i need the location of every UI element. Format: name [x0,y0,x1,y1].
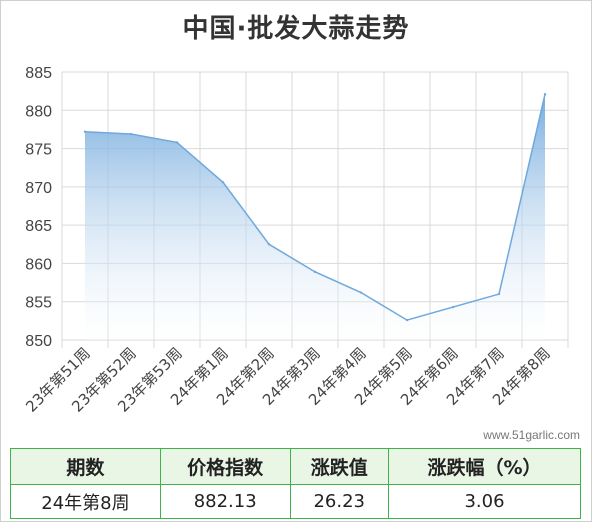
data-point [543,93,547,96]
data-point [129,132,133,136]
data-point [359,291,363,294]
data-point [267,243,271,246]
header-period: 期数 [10,448,161,485]
data-point [497,292,501,296]
data-point [83,130,87,133]
y-tick-label: 855 [25,295,52,312]
y-tick-label: 875 [25,142,52,159]
summary-table: 期数 价格指数 涨跌值 涨跌幅（%） 24年第8周 882.13 26.23 3… [10,448,582,519]
y-tick-label: 885 [25,65,52,82]
x-axis: 23年第51周23年第52周23年第53周24年第1周24年第2周24年第3周2… [22,344,554,416]
data-point [313,270,317,274]
cell-change-value: 26.23 [289,484,389,519]
chart-title: 中国·批发大蒜走势 [182,14,410,44]
source-watermark: www.51garlic.com [483,428,580,442]
area-series [83,93,547,340]
y-axis: 850 855 860 865 870 875 880 885 [25,65,52,350]
price-trend-chart: 850 855 860 865 870 875 880 885 23年第51周23年第52周2… [22,65,569,416]
y-tick-label: 860 [25,256,52,273]
header-change-percent: 涨跌幅（%） [387,448,582,485]
cell-period: 24年第8周 [10,484,161,519]
data-point [405,318,409,322]
summary-data-row: 24年第8周 882.13 26.23 3.06 [10,484,582,519]
data-point [221,181,225,184]
header-change-value: 涨跌值 [289,448,389,485]
y-tick-label: 850 [25,333,52,350]
y-tick-label: 880 [25,103,52,120]
cell-price-index: 882.13 [159,484,291,519]
summary-header-row: 期数 价格指数 涨跌值 涨跌幅（%） [10,448,582,485]
data-point [451,305,455,309]
area-fill [85,94,545,340]
data-point [175,141,179,144]
cell-change-percent: 3.06 [387,484,582,519]
header-price-index: 价格指数 [159,448,291,485]
y-tick-label: 870 [25,180,52,197]
y-tick-label: 865 [25,218,52,235]
